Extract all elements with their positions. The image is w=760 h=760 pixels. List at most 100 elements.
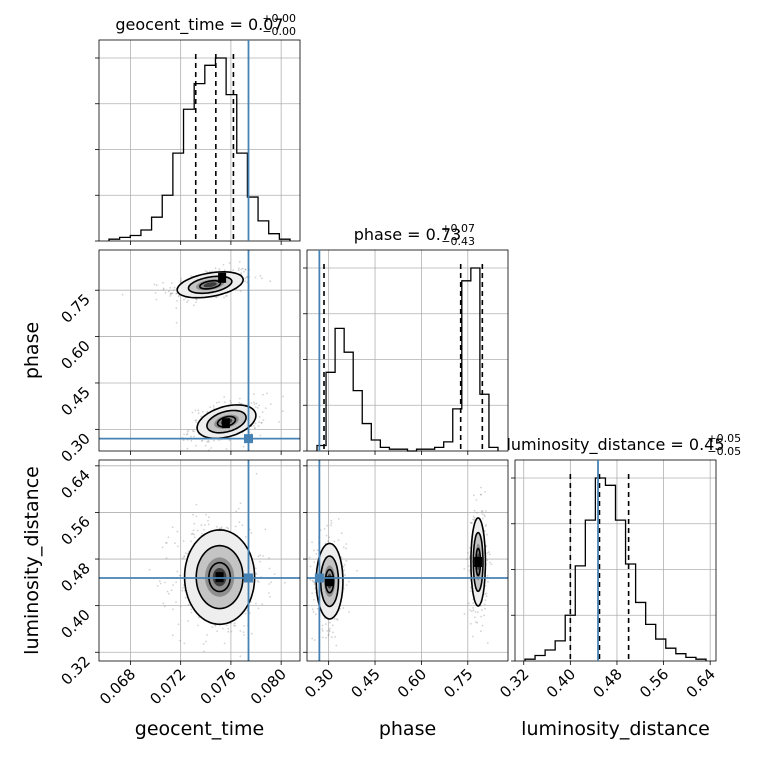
sample-point [207, 441, 210, 443]
panel-title: geocent_time = 0.07 [115, 15, 283, 35]
sample-point [195, 444, 197, 447]
sample-point [328, 629, 330, 632]
sample-point [186, 431, 189, 433]
sample-point [474, 611, 477, 613]
sample-point [325, 636, 327, 639]
x-tick-label: 0.072 [146, 665, 189, 708]
sample-point [316, 549, 319, 551]
sample-point [255, 602, 257, 605]
y-axis-label: phase [21, 322, 43, 379]
sample-point [467, 552, 469, 554]
sample-point [343, 569, 345, 572]
sample-point [486, 552, 489, 554]
sample-point [225, 294, 228, 297]
sample-point [182, 557, 184, 559]
sample-point [235, 510, 238, 513]
sample-point [197, 412, 200, 415]
sample-point [198, 616, 200, 619]
sample-point [463, 568, 466, 570]
sample-point [273, 573, 276, 575]
sample-point [243, 634, 245, 636]
x-tick-label: 0.068 [96, 665, 139, 708]
sample-point [187, 604, 190, 606]
sample-point [469, 522, 472, 524]
sample-point [325, 534, 328, 537]
sample-point [195, 419, 198, 422]
sample-point [190, 439, 193, 442]
sample-point [191, 411, 194, 414]
sample-point [169, 292, 172, 295]
sample-point [216, 526, 218, 528]
sample-point [238, 401, 241, 404]
sample-point [330, 519, 333, 522]
sample-point [232, 269, 235, 272]
sample-point [194, 419, 197, 422]
sample-point [259, 274, 262, 277]
sample-point [261, 603, 264, 605]
sample-point [175, 601, 177, 603]
sample-point [268, 592, 270, 594]
sample-point [268, 583, 271, 585]
sample-point [162, 281, 164, 284]
sample-point [473, 494, 475, 497]
sample-point [233, 624, 236, 627]
sample-point [257, 425, 260, 427]
sample-point [190, 608, 193, 611]
panel-title: phase = 0.73 [354, 225, 461, 244]
sample-point [326, 524, 329, 527]
sample-point [202, 643, 205, 645]
sample-point [220, 526, 223, 529]
sample-point [472, 518, 474, 521]
sample-point [253, 401, 255, 404]
sample-point [218, 401, 221, 403]
sample-point [483, 614, 485, 617]
sample-point [259, 560, 261, 563]
sample-point [223, 296, 225, 299]
sample-point [207, 523, 210, 526]
sample-point [203, 524, 206, 526]
x-tick-label: 0.40 [543, 665, 579, 701]
sample-point [239, 290, 242, 292]
x-tick-label: 0.080 [247, 665, 290, 708]
sample-point [193, 536, 196, 539]
sample-point [487, 580, 489, 583]
histogram-step [108, 57, 291, 241]
sample-point [313, 581, 315, 583]
sample-point [258, 416, 261, 418]
sample-point [328, 630, 331, 633]
sample-point [227, 527, 230, 530]
sample-point [260, 421, 263, 424]
sample-point [228, 439, 231, 442]
density-level [203, 282, 217, 288]
sample-point [334, 636, 337, 638]
sample-point [179, 574, 182, 577]
x-tick-label: 0.32 [496, 665, 532, 701]
plot-area [301, 486, 493, 647]
sample-point [165, 557, 168, 560]
sample-point [337, 539, 340, 542]
sample-point [476, 621, 479, 624]
sample-point [175, 292, 178, 295]
sample-point [474, 621, 477, 623]
sample-point [342, 607, 345, 609]
truth-marker [314, 573, 324, 583]
sample-point [190, 533, 193, 536]
sample-point [241, 267, 244, 270]
sample-point [264, 528, 267, 531]
sample-point [469, 590, 472, 592]
sample-point [186, 301, 188, 303]
sample-point [321, 624, 324, 627]
title-sup: +0.07 [441, 222, 475, 235]
sample-point [206, 440, 209, 443]
sample-point [328, 536, 331, 539]
y-tick-label: 0.30 [57, 429, 93, 465]
plot-area [121, 261, 284, 451]
sample-point [301, 631, 303, 633]
sample-point [311, 592, 313, 595]
x-tick-label: 0.30 [301, 665, 337, 701]
hist-panel-luminosity_distance: luminosity_distance = 0.45+0.05−0.05 [506, 432, 741, 662]
sample-point [311, 541, 313, 544]
sample-point [156, 585, 159, 587]
axes-frame [306, 459, 509, 662]
